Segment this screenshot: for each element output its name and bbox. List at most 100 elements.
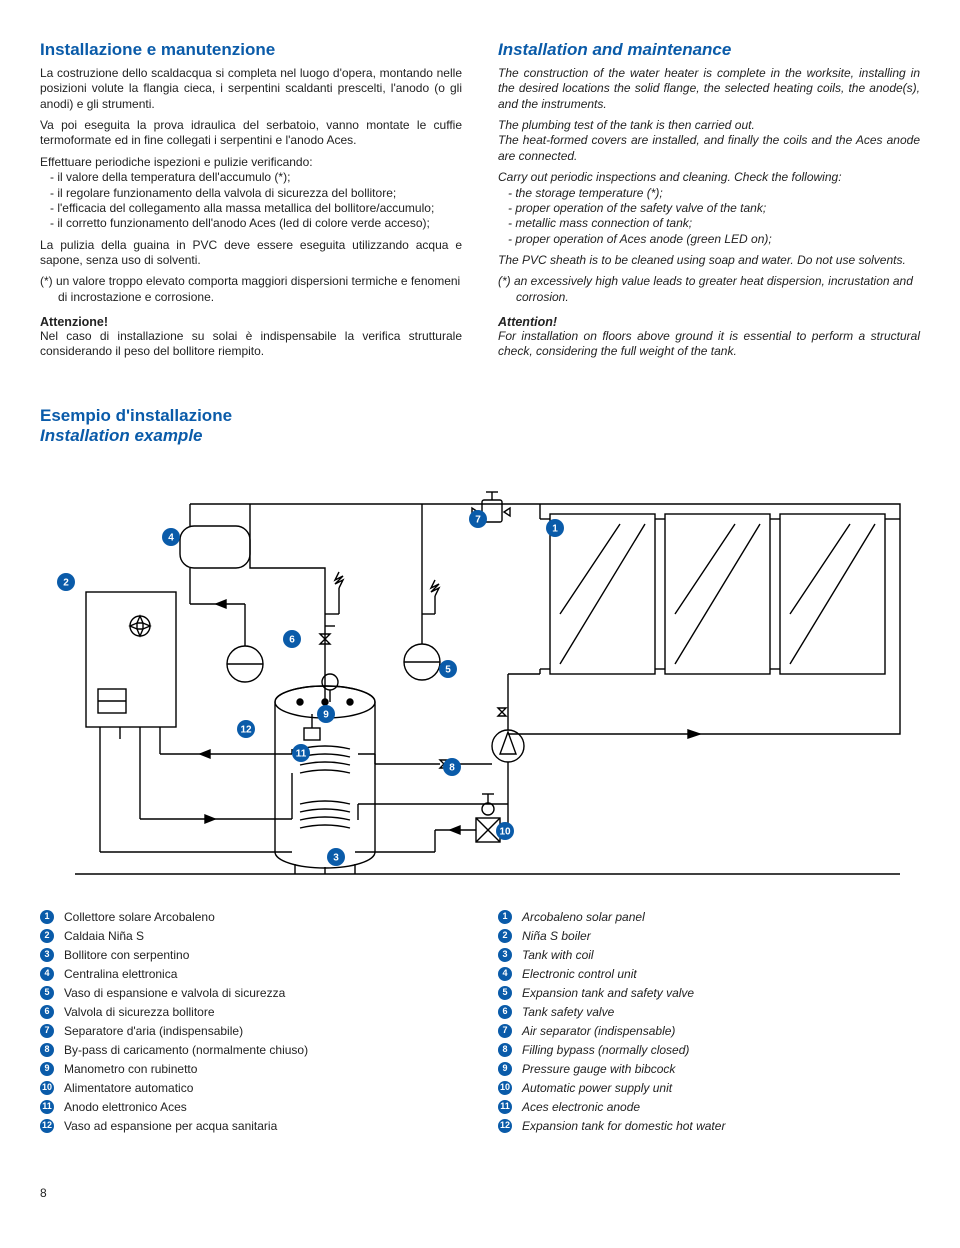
svg-text:11: 11 [296, 748, 307, 759]
legend-label: Pressure gauge with bibcock [522, 1060, 675, 1078]
para-it-3: Effettuare periodiche ispezioni e pulizi… [40, 155, 462, 170]
attention-heading-it: Attenzione! [40, 315, 462, 329]
bullet-list-en: the storage temperature (*); proper oper… [498, 186, 920, 247]
legend-label: Anodo elettronico Aces [64, 1098, 187, 1116]
legend-item-11-en: 11 Aces electronic anode [498, 1098, 920, 1116]
legend-label: Aces electronic anode [522, 1098, 640, 1116]
legend-badge: 9 [40, 1062, 54, 1076]
page-number: 8 [40, 1186, 920, 1200]
legend-badge: 2 [498, 929, 512, 943]
legend-item-5-it: 5Vaso di espansione e valvola di sicurez… [40, 984, 462, 1002]
legend-badge: 3 [498, 948, 512, 962]
legend-label: Expansion tank and safety valve [522, 984, 694, 1002]
legend-item-12-en: 12 Expansion tank for domestic hot water [498, 1117, 920, 1135]
legend-item-3-it: 3Bollitore con serpentino [40, 946, 462, 964]
legend-item-8-it: 8By-pass di caricamento (normalmente chi… [40, 1041, 462, 1059]
legend-label: Electronic control unit [522, 965, 637, 983]
installation-diagram: 123456789101112 [40, 464, 920, 884]
legend-label: Expansion tank for domestic hot water [522, 1117, 725, 1135]
legend-item-3-en: 3 Tank with coil [498, 946, 920, 964]
legend-item-7-it: 7 Separatore d'aria (indispensabile) [40, 1022, 462, 1040]
legend-item-8-en: 8 Filling bypass (normally closed) [498, 1041, 920, 1059]
legend-item-9-it: 9 Manometro con rubinetto [40, 1060, 462, 1078]
legend-label: Tank with coil [522, 946, 594, 964]
legend-badge: 4 [498, 967, 512, 981]
diagram-badge-11: 11 [292, 744, 310, 762]
bullet-en-3: metallic mass connection of tank; [508, 216, 920, 231]
svg-text:3: 3 [333, 852, 339, 863]
legend-item-4-it: 4 Centralina elettronica [40, 965, 462, 983]
diagram-badge-2: 2 [57, 573, 75, 591]
text-columns: Installazione e manutenzione La costruzi… [40, 40, 920, 366]
svg-text:8: 8 [449, 762, 455, 773]
legend-badge: 10 [40, 1081, 54, 1095]
bullet-en-2: proper operation of the safety valve of … [508, 201, 920, 216]
attention-para-it: Nel caso di installazione su solai è ind… [40, 329, 462, 360]
legend-badge: 7 [40, 1024, 54, 1038]
svg-text:4: 4 [168, 532, 174, 543]
diagram-badge-1: 1 [546, 519, 564, 537]
diagram-badge-9: 9 [317, 705, 335, 723]
svg-text:2: 2 [63, 577, 69, 588]
bullet-it-1: il valore della temperatura dell'accumul… [50, 170, 462, 185]
legend-badge: 11 [498, 1100, 512, 1114]
diagram-badge-7: 7 [469, 510, 487, 528]
legend-badge: 6 [498, 1005, 512, 1019]
diagram-badge-3: 3 [327, 848, 345, 866]
svg-text:1: 1 [552, 523, 558, 534]
legend-badge: 5 [40, 986, 54, 1000]
diagram-svg: 123456789101112 [40, 464, 920, 884]
legend-label: Air separator (indispensable) [522, 1022, 675, 1040]
note-en: (*) an excessively high value leads to g… [498, 274, 920, 305]
legend-badge: 1 [40, 910, 54, 924]
legend-badge: 11 [40, 1100, 54, 1114]
legend-item-11-it: 11 Anodo elettronico Aces [40, 1098, 462, 1116]
legend-badge: 7 [498, 1024, 512, 1038]
diagram-badge-5: 5 [439, 660, 457, 678]
legend-label: Caldaia Niña S [64, 927, 144, 945]
legend-label: Centralina elettronica [64, 965, 177, 983]
legend-badge: 5 [498, 986, 512, 1000]
para-it-2: Va poi eseguita la prova idraulica del s… [40, 118, 462, 149]
svg-text:5: 5 [445, 664, 451, 675]
legend-label: Manometro con rubinetto [64, 1060, 197, 1078]
legend-item-1-en: 1 Arcobaleno solar panel [498, 908, 920, 926]
legend-label: Filling bypass (normally closed) [522, 1041, 689, 1059]
legend-columns: 1Collettore solare Arcobaleno2Caldaia Ni… [40, 908, 920, 1136]
legend-item-1-it: 1 Collettore solare Arcobaleno [40, 908, 462, 926]
legend-badge: 12 [498, 1119, 512, 1133]
legend-label: Arcobaleno solar panel [522, 908, 645, 926]
bullet-it-2: il regolare funzionamento della valvola … [50, 186, 462, 201]
italian-column: Installazione e manutenzione La costruzi… [40, 40, 462, 366]
legend-label: Collettore solare Arcobaleno [64, 908, 215, 926]
para-en-3: The heat-formed covers are installed, an… [498, 133, 920, 164]
legend-label: Alimentatore automatico [64, 1079, 193, 1097]
legend-label: Automatic power supply unit [522, 1079, 672, 1097]
diagram-badge-10: 10 [496, 822, 514, 840]
legend-label: By-pass di caricamento (normalmente chiu… [64, 1041, 308, 1059]
para-it-4: La pulizia della guaina in PVC deve esse… [40, 238, 462, 269]
heading-installation-en: Installation and maintenance [498, 40, 920, 60]
heading-example-it: Esempio d'installazione [40, 406, 920, 426]
legend-badge: 4 [40, 967, 54, 981]
legend-item-10-it: 10 Alimentatore automatico [40, 1079, 462, 1097]
attention-heading-en: Attention! [498, 315, 920, 329]
legend-badge: 6 [40, 1005, 54, 1019]
legend-badge: 1 [498, 910, 512, 924]
bullet-en-1: the storage temperature (*); [508, 186, 920, 201]
legend-badge: 8 [498, 1043, 512, 1057]
legend-badge: 9 [498, 1062, 512, 1076]
svg-text:10: 10 [499, 826, 511, 837]
legend-label: Tank safety valve [522, 1003, 614, 1021]
legend-english: 1 Arcobaleno solar panel2Niña S boiler 3 Ta… [498, 908, 920, 1136]
legend-item-7-en: 7 Air separator (indispensable) [498, 1022, 920, 1040]
legend-item-2-en: 2Niña S boiler [498, 927, 920, 945]
legend-label: Separatore d'aria (indispensabile) [64, 1022, 243, 1040]
para-en-4: Carry out periodic inspections and clean… [498, 170, 920, 185]
legend-item-2-it: 2Caldaia Niña S [40, 927, 462, 945]
legend-badge: 12 [40, 1119, 54, 1133]
legend-item-6-it: 6Valvola di sicurezza bollitore [40, 1003, 462, 1021]
legend-item-6-en: 6 Tank safety valve [498, 1003, 920, 1021]
legend-label: Vaso ad espansione per acqua sanitaria [64, 1117, 277, 1135]
legend-italian: 1 Collettore solare Arcobaleno2Caldaia Ni… [40, 908, 462, 1136]
